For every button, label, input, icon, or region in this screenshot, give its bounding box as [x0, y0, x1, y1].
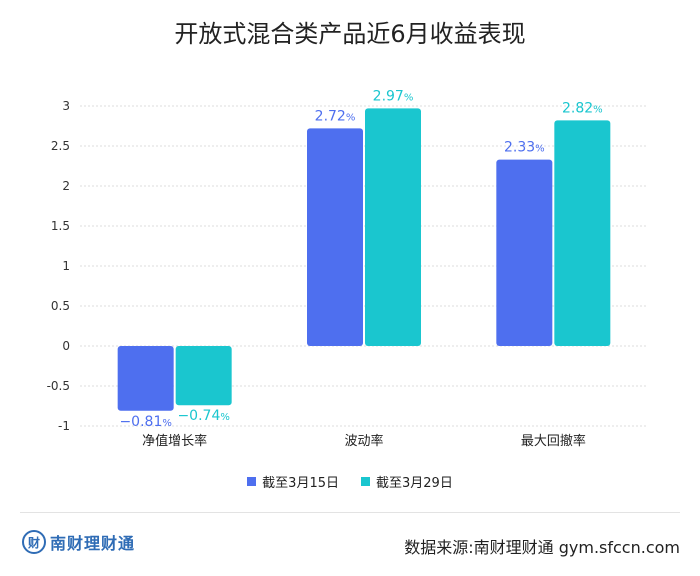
- data-label: 2.97%: [373, 88, 414, 104]
- bar-1-3: [496, 159, 553, 346]
- bar-2-2: [365, 108, 421, 347]
- y-tick-label: 3: [62, 99, 70, 113]
- legend-swatch-series-2: [361, 477, 370, 486]
- legend: 截至3月15日 截至3月29日: [0, 472, 700, 491]
- legend-label-series-2: 截至3月29日: [376, 476, 453, 491]
- y-tick-label: -0.5: [47, 379, 70, 393]
- bar-chart: −0.81% −0.74% 2.72% 2.97% 2.33% 2.82% -1 -0.5 0…: [47, 88, 648, 449]
- legend-swatch-series-1: [247, 477, 257, 486]
- legend-item-series-1: 截至3月15日: [247, 472, 339, 491]
- data-label: −0.74%: [177, 408, 229, 424]
- bar-1-2: [307, 128, 363, 346]
- brand-logo: 财 南财理财通: [22, 530, 135, 554]
- data-label: −0.81%: [119, 414, 171, 430]
- bar-2-1: [175, 346, 232, 406]
- y-tick-label: 1: [62, 259, 70, 273]
- legend-label-series-1: 截至3月15日: [262, 476, 339, 491]
- data-label: 2.72%: [315, 108, 356, 124]
- chart-title: 开放式混合类产品近6月收益表现: [174, 20, 526, 48]
- data-source: 数据来源:南财理财通 gym.sfccn.com: [404, 538, 680, 557]
- bar-1-1: [117, 346, 174, 411]
- data-label: 2.33%: [504, 140, 545, 156]
- bar-2-3: [554, 120, 611, 347]
- logo-text: 南财理财通: [50, 534, 136, 553]
- y-tick-label: 0.5: [51, 299, 70, 313]
- y-tick-label: -1: [58, 419, 70, 433]
- data-label: 2.82%: [562, 100, 603, 116]
- y-tick-label: 0: [62, 339, 70, 353]
- x-tick-label: 净值增长率: [142, 433, 207, 449]
- y-tick-label: 1.5: [51, 219, 70, 233]
- y-tick-label: 2.5: [51, 139, 70, 153]
- legend-item-series-2: 截至3月29日: [361, 472, 453, 491]
- x-tick-label: 最大回撤率: [521, 433, 586, 449]
- x-tick-label: 波动率: [344, 433, 383, 449]
- footer-divider: [20, 512, 680, 513]
- y-tick-label: 2: [62, 179, 70, 193]
- logo-mark-icon: 财: [22, 530, 46, 554]
